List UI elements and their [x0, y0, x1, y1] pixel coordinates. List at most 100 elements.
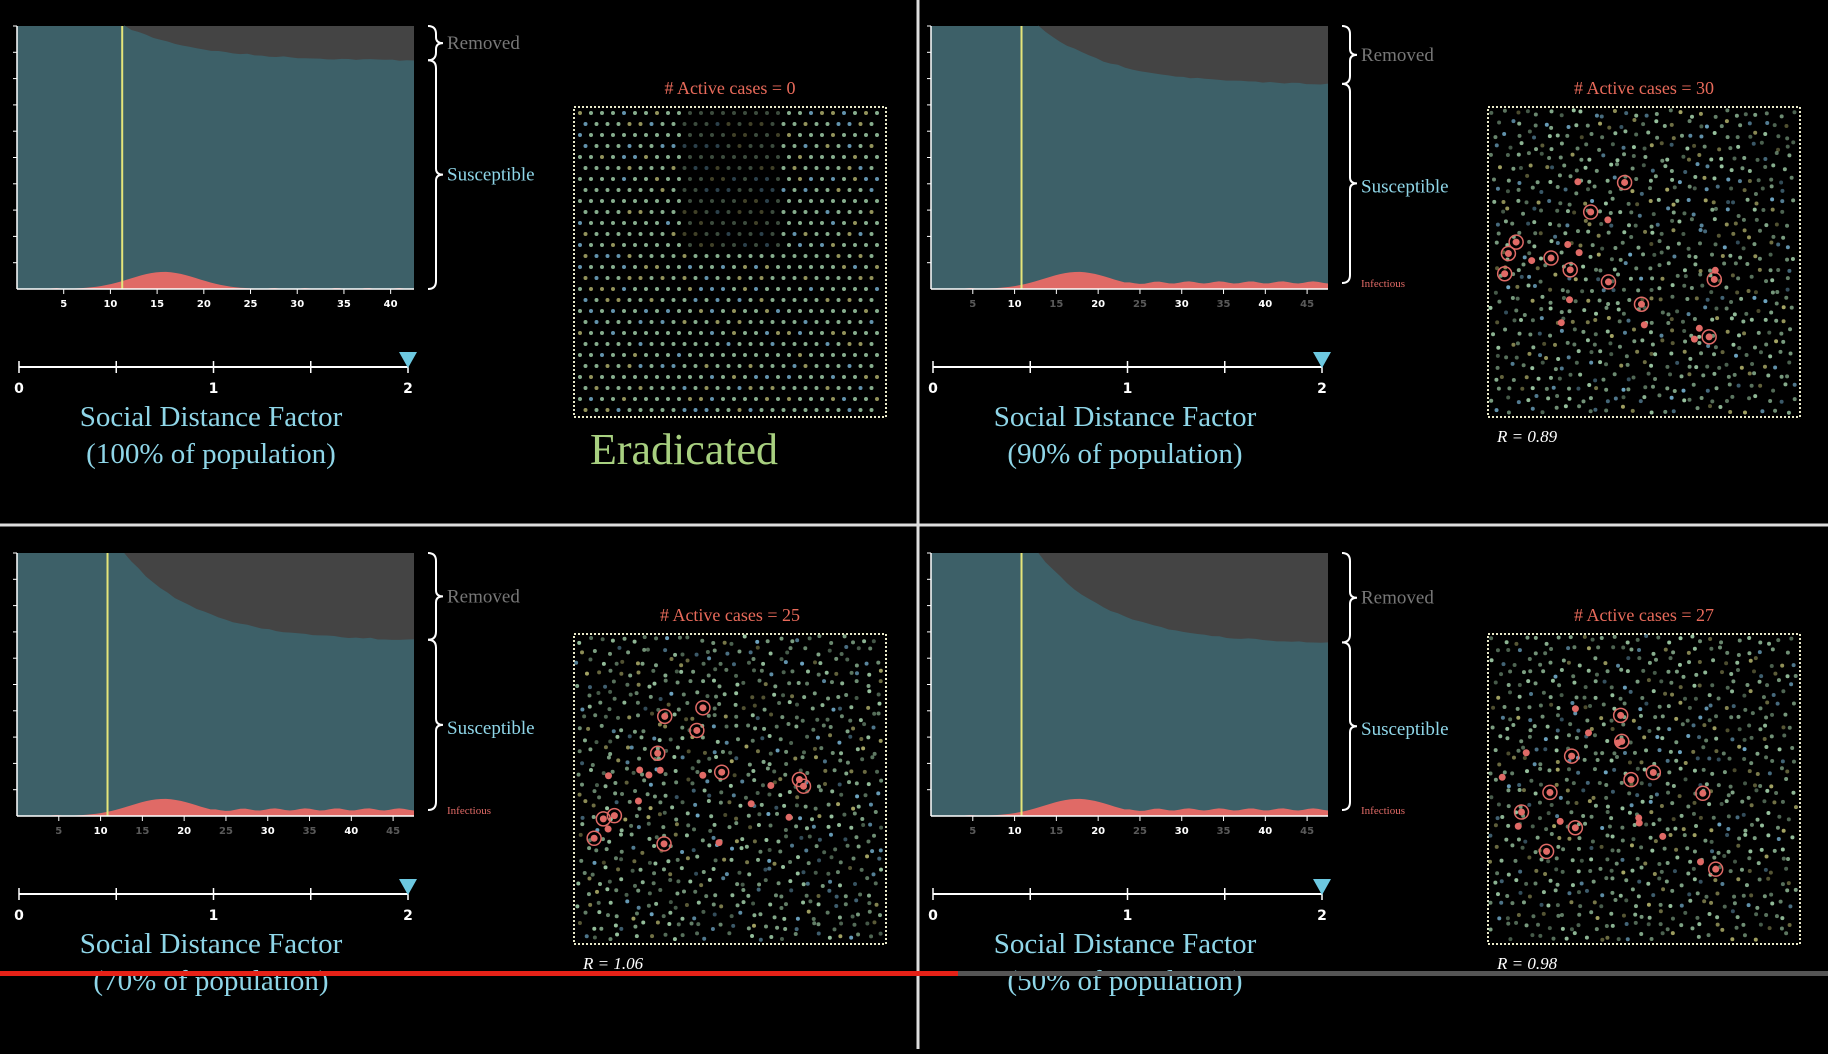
dot: [1570, 883, 1575, 888]
dot: [1598, 360, 1603, 365]
dot: [1533, 881, 1538, 886]
dot: [1494, 844, 1499, 849]
dot: [1546, 859, 1551, 864]
dot: [1695, 162, 1700, 167]
dot: [1510, 901, 1515, 906]
dot: [611, 111, 615, 115]
dot: [1493, 777, 1498, 782]
dot: [1727, 756, 1732, 761]
dot: [1643, 385, 1648, 390]
dot: [1582, 308, 1587, 313]
dot: [759, 668, 764, 673]
dot: [592, 789, 597, 794]
dot: [735, 682, 740, 687]
dot: [1704, 706, 1709, 711]
dot: [768, 823, 773, 828]
dot: [781, 276, 786, 280]
infectious-area: [17, 271, 414, 289]
dot: [1742, 188, 1747, 193]
dot: [748, 188, 753, 192]
dot: [1729, 316, 1734, 321]
dot: [693, 276, 698, 280]
dot: [1588, 396, 1593, 401]
dot: [1489, 658, 1494, 663]
x-tick-label: 40: [384, 299, 398, 310]
dot: [1601, 722, 1606, 727]
dot: [1495, 266, 1500, 271]
dot: [1764, 342, 1769, 347]
dot: [677, 397, 681, 401]
dot: [658, 887, 663, 892]
dot: [1585, 320, 1590, 325]
dot: [726, 232, 731, 236]
dot: [1737, 727, 1742, 732]
infected-dot: [1565, 296, 1573, 304]
dot: [1671, 228, 1676, 233]
dot: [825, 717, 830, 722]
dot: [685, 701, 690, 706]
dot: [755, 716, 760, 721]
infection-ring: [1645, 764, 1662, 781]
dot: [1493, 748, 1498, 753]
dot: [584, 934, 589, 939]
dot: [1521, 745, 1526, 750]
dot: [1704, 738, 1709, 743]
dot: [1789, 682, 1794, 687]
dot: [646, 903, 651, 908]
infection-ring: [656, 708, 673, 725]
infected-dot: [1705, 333, 1713, 341]
dot: [640, 850, 645, 855]
dot: [1707, 802, 1712, 807]
dot: [787, 397, 791, 401]
dot: [765, 639, 770, 644]
dot: [847, 386, 852, 390]
infection-ring: [713, 764, 730, 780]
dot: [856, 844, 861, 849]
factor-label: Social Distance Factor: [80, 928, 343, 960]
dot: [655, 111, 659, 115]
dot: [1717, 147, 1722, 152]
dot: [1600, 937, 1605, 942]
dot: [1574, 360, 1579, 365]
dot: [765, 177, 769, 181]
dot: [1549, 832, 1554, 837]
dot: [604, 847, 609, 852]
dot: [1719, 156, 1724, 161]
dot: [1681, 231, 1686, 236]
dot: [817, 634, 822, 639]
dot: [1665, 157, 1670, 162]
dot: [1646, 902, 1651, 907]
dot: [638, 364, 643, 368]
dot: [636, 682, 641, 687]
dot: [864, 177, 868, 181]
dot: [858, 166, 863, 170]
dot: [688, 177, 692, 181]
dot: [785, 650, 790, 655]
dot: [1566, 733, 1571, 738]
dot: [700, 838, 705, 843]
progress-played[interactable]: [0, 971, 958, 976]
dot: [1622, 152, 1627, 157]
dot: [1559, 310, 1564, 315]
dot: [1640, 695, 1645, 700]
dot: [690, 781, 695, 786]
dot: [1493, 680, 1498, 685]
dot: [1549, 803, 1554, 808]
dot: [655, 199, 659, 203]
dot: [1571, 674, 1576, 679]
dot: [853, 155, 857, 159]
dot: [1700, 283, 1705, 288]
dot: [594, 210, 599, 214]
dot: [655, 309, 659, 313]
dot: [864, 155, 868, 159]
dot: [1772, 848, 1777, 853]
dot: [842, 309, 846, 313]
dot: [1662, 123, 1667, 128]
dot: [1682, 329, 1687, 334]
dot: [784, 749, 789, 754]
dot: [803, 646, 808, 651]
dot: [1592, 767, 1597, 772]
dot: [721, 177, 725, 181]
dot: [1648, 330, 1653, 335]
dot: [1747, 856, 1752, 861]
